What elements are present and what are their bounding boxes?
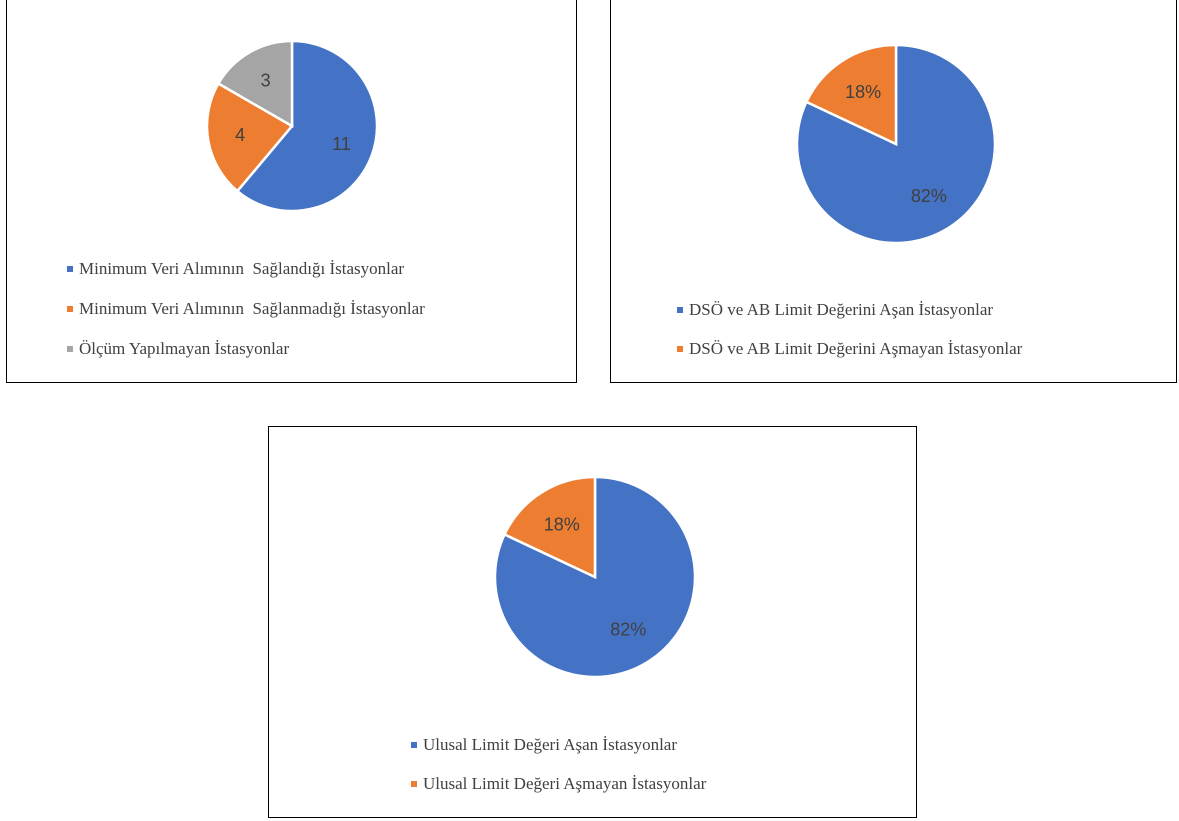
legend-label: Ölçüm Yapılmayan İstasyonlar: [79, 339, 290, 358]
pie-slice: [216, 39, 294, 129]
pie-slice: [804, 43, 898, 146]
legend-swatch: [67, 306, 73, 312]
legend-label: Minimum Veri Alımının Sağlanmadığı İstas…: [79, 299, 425, 318]
pie-chart-data-collection: 11 4 3 Minimum Veri Alımının Sağlandığı İs…: [6, 0, 577, 383]
legend-item: Ölçüm Yapılmayan İstasyonlar: [67, 339, 289, 359]
legend-label: Minimum Veri Alımının Sağlandığı İstasyo…: [79, 259, 405, 278]
legend-item: DSÖ ve AB Limit Değerini Aşmayan İstasyo…: [677, 339, 1022, 359]
legend-swatch: [67, 266, 73, 272]
legend-item: Minimum Veri Alımının Sağlanmadığı İstas…: [67, 299, 425, 319]
pie-data-label: 3: [261, 70, 271, 90]
pie-chart-national-limit: 82% 18% Ulusal Limit Değeri Aşan İstasyon…: [268, 426, 917, 818]
legend-item: DSÖ ve AB Limit Değerini Aşan İstasyonla…: [677, 300, 993, 320]
pie-chart-who-eu-limit: 82% 18% DSÖ ve AB Limit Değerini Aşan İst…: [610, 0, 1177, 383]
pie-data-label: 4: [235, 125, 245, 145]
legend-swatch: [411, 742, 417, 748]
legend-item: Ulusal Limit Değeri Aşmayan İstasyonlar: [411, 774, 706, 794]
pie-plot: 82% 18%: [795, 43, 997, 245]
legend-swatch: [677, 346, 683, 352]
legend-item: Ulusal Limit Değeri Aşan İstasyonlar: [411, 735, 677, 755]
pie-data-label: 18%: [544, 515, 580, 535]
legend-label: Ulusal Limit Değeri Aşmayan İstasyonlar: [423, 774, 707, 793]
legend-swatch: [67, 346, 73, 352]
legend-item: Minimum Veri Alımının Sağlandığı İstasyo…: [67, 259, 404, 279]
pie-slice: [235, 39, 379, 213]
pie-slice: [205, 81, 294, 193]
legend-swatch: [411, 781, 417, 787]
pie-plot: 82% 18%: [493, 475, 697, 679]
legend-swatch: [677, 307, 683, 313]
pie-data-label: 82%: [911, 186, 947, 206]
pie-data-label: 82%: [610, 619, 646, 639]
legend-label: DSÖ ve AB Limit Değerini Aşan İstasyonla…: [689, 300, 994, 319]
pie-data-label: 11: [332, 134, 351, 154]
legend-label: Ulusal Limit Değeri Aşan İstasyonlar: [423, 735, 678, 754]
pie-data-label: 18%: [845, 82, 881, 102]
pie-slice: [502, 475, 597, 579]
pie-plot: 11 4 3: [205, 39, 379, 213]
legend-label: DSÖ ve AB Limit Değerini Aşmayan İstasyo…: [689, 339, 1023, 358]
